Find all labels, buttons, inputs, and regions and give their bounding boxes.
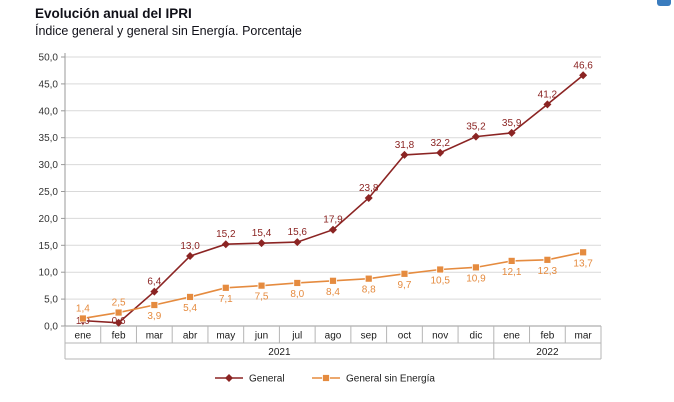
data-label-general: 15,4 [252, 228, 272, 239]
data-label-sin-energia: 13,7 [573, 258, 593, 269]
logo-fragment-icon [657, 0, 671, 6]
data-label-general: 15,2 [216, 229, 236, 240]
y-axis-label: 10,0 [39, 268, 59, 279]
data-label-sin-energia: 7,5 [255, 292, 269, 303]
data-label-sin-energia: 10,9 [466, 273, 486, 284]
data-label-general: 31,8 [395, 140, 415, 151]
month-label: may [216, 331, 235, 342]
month-label: jun [254, 331, 268, 342]
data-point-sin-energia [543, 255, 552, 264]
month-label: ene [503, 331, 520, 342]
month-label: dic [470, 331, 483, 342]
legend-label-general: General [249, 374, 285, 385]
year-label: 2022 [536, 347, 559, 358]
data-label-sin-energia: 8,0 [290, 289, 304, 300]
data-point-sin-energia [472, 263, 480, 272]
data-point-general [114, 318, 123, 327]
data-point-general [471, 132, 480, 141]
y-axis-label: 40,0 [39, 106, 59, 117]
data-label-sin-energia: 12,3 [538, 266, 558, 277]
y-axis-label: 30,0 [39, 160, 59, 171]
y-axis-label: 5,0 [44, 295, 58, 306]
data-point-sin-energia [507, 257, 516, 265]
data-label-general: 17,9 [323, 215, 343, 226]
data-label-sin-energia: 7,1 [219, 294, 233, 305]
data-point-sin-energia [329, 276, 337, 285]
legend-label-sin-energia: General sin Energía [346, 374, 435, 385]
y-axis-label: 25,0 [39, 187, 59, 198]
y-axis-label: 35,0 [39, 133, 59, 144]
y-axis-label: 20,0 [39, 214, 59, 225]
data-point-sin-energia [436, 265, 445, 274]
month-label: feb [112, 331, 126, 342]
data-point-sin-energia [150, 301, 159, 309]
y-axis-label: 50,0 [39, 53, 59, 64]
month-label: ago [325, 331, 342, 342]
data-point-general [543, 100, 552, 109]
legend-marker-general [225, 374, 233, 382]
data-label-general: 32,2 [430, 138, 450, 149]
data-label-sin-energia: 9,7 [398, 280, 412, 291]
y-axis-label: 0,0 [44, 322, 58, 333]
legend-marker-sin-energia [322, 374, 330, 382]
month-label: ene [75, 331, 92, 342]
data-point-general [221, 240, 230, 249]
month-label: feb [540, 331, 554, 342]
data-point-general [364, 193, 373, 202]
data-label-sin-energia: 12,1 [502, 267, 522, 278]
y-axis-label: 15,0 [39, 241, 59, 252]
month-label: mar [575, 331, 593, 342]
data-point-sin-energia [400, 269, 409, 278]
data-label-sin-energia: 8,8 [362, 285, 376, 296]
data-label-sin-energia: 2,5 [112, 298, 126, 309]
month-label: jul [291, 331, 302, 342]
data-point-general [579, 71, 588, 80]
y-axis-label: 45,0 [39, 79, 59, 90]
data-label-general: 13,0 [180, 241, 200, 252]
data-point-sin-energia [579, 248, 588, 257]
data-label-sin-energia: 3,9 [147, 311, 161, 322]
data-point-sin-energia [257, 281, 266, 290]
month-label: abr [183, 331, 198, 342]
data-label-general: 35,9 [502, 118, 522, 129]
data-point-sin-energia [114, 308, 123, 317]
data-point-sin-energia [78, 314, 87, 323]
data-label-general: 6,4 [147, 277, 161, 288]
data-point-sin-energia [364, 274, 373, 283]
data-label-general: 41,2 [538, 89, 558, 100]
data-point-general [293, 238, 302, 247]
data-point-general [400, 150, 409, 159]
data-point-sin-energia [221, 283, 230, 292]
data-point-general [186, 252, 195, 261]
data-label-sin-energia: 1,4 [76, 303, 90, 314]
data-label-sin-energia: 10,5 [430, 276, 450, 287]
data-label-general: 46,6 [573, 60, 593, 71]
month-label: sep [361, 331, 378, 342]
month-label: mar [146, 331, 164, 342]
data-label-general: 15,6 [288, 227, 308, 238]
chart-title: Evolución anual del IPRI [35, 6, 192, 21]
data-point-general [257, 239, 266, 248]
data-point-sin-energia [293, 279, 302, 287]
chart-header: Evolución anual del IPRI Índice general … [35, 6, 302, 38]
chart-subtitle: Índice general y general sin Energía. Po… [35, 24, 302, 38]
month-label: nov [432, 331, 448, 342]
month-label: oct [398, 331, 412, 342]
data-point-general [436, 148, 445, 157]
data-label-general: 23,8 [359, 183, 379, 194]
data-label-general: 35,2 [466, 122, 486, 133]
year-label: 2021 [268, 347, 291, 358]
data-point-sin-energia [186, 293, 194, 301]
data-label-sin-energia: 5,4 [183, 303, 197, 314]
data-label-general: 0,6 [112, 316, 126, 327]
data-point-general [150, 287, 159, 296]
data-point-general [507, 128, 516, 137]
data-label-sin-energia: 8,4 [326, 287, 340, 298]
data-point-general [329, 225, 337, 234]
